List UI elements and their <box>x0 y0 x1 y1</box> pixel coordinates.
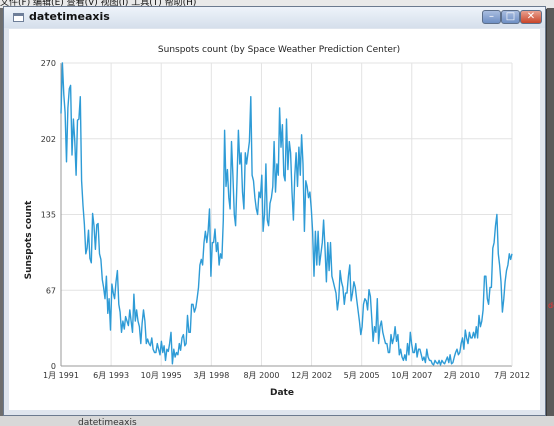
y-tick-label: 202 <box>41 135 56 144</box>
app-window: datetimeaxis – □ ✕ 0 67 135 202 270 1月 1991 6月… <box>3 6 546 416</box>
y-tick-label: 135 <box>41 211 56 220</box>
minimize-button[interactable]: – <box>482 10 501 24</box>
x-tick-label: 8月 2000 <box>243 371 279 380</box>
sunspots-chart: 0 67 135 202 270 1月 1991 6月 1993 10月 1995 3月 199… <box>24 45 530 398</box>
x-tick-label: 1月 1991 <box>43 371 79 380</box>
x-tick-label: 3月 1998 <box>193 371 229 380</box>
chart-ticks: 0 67 135 202 270 1月 1991 6月 1993 10月 1995 3月 199… <box>41 59 530 380</box>
background-menubar-text: 文件(F) 编辑(E) 查看(V) 视图(I) 工具(T) 帮助(H) <box>0 0 197 8</box>
background-right-text: de <box>548 301 554 310</box>
window-app-icon <box>13 13 24 22</box>
x-tick-label: 7月 2012 <box>494 371 530 380</box>
x-axis-title: Date <box>270 388 294 398</box>
title-bar[interactable]: datetimeaxis – □ ✕ <box>4 7 545 28</box>
chart-title: Sunspots count (by Space Weather Predict… <box>158 45 400 55</box>
background-left-strip <box>0 8 3 426</box>
background-taskbar: datetimeaxis <box>0 416 554 426</box>
chart-area: 0 67 135 202 270 1月 1991 6月 1993 10月 1995 3月 199… <box>9 29 540 410</box>
close-button[interactable]: ✕ <box>520 10 542 24</box>
x-tick-label: 12月 2002 <box>291 371 332 380</box>
y-tick-label: 270 <box>41 59 56 68</box>
background-taskbar-text: datetimeaxis <box>78 418 137 426</box>
sunspots-series-line <box>60 62 513 366</box>
y-tick-label: 67 <box>46 286 56 295</box>
y-tick-label: 0 <box>51 362 56 371</box>
x-tick-label: 10月 2007 <box>391 371 432 380</box>
x-tick-label: 2月 2010 <box>444 371 480 380</box>
x-tick-label: 6月 1993 <box>93 371 129 380</box>
chart-series <box>60 62 513 366</box>
x-tick-label: 10月 1995 <box>141 371 182 380</box>
window-title: datetimeaxis <box>29 10 110 23</box>
x-tick-label: 5月 2005 <box>344 371 380 380</box>
maximize-button[interactable]: □ <box>501 10 520 24</box>
y-axis-title: Sunspots count <box>24 200 34 279</box>
background-right-strip: de <box>547 8 554 426</box>
